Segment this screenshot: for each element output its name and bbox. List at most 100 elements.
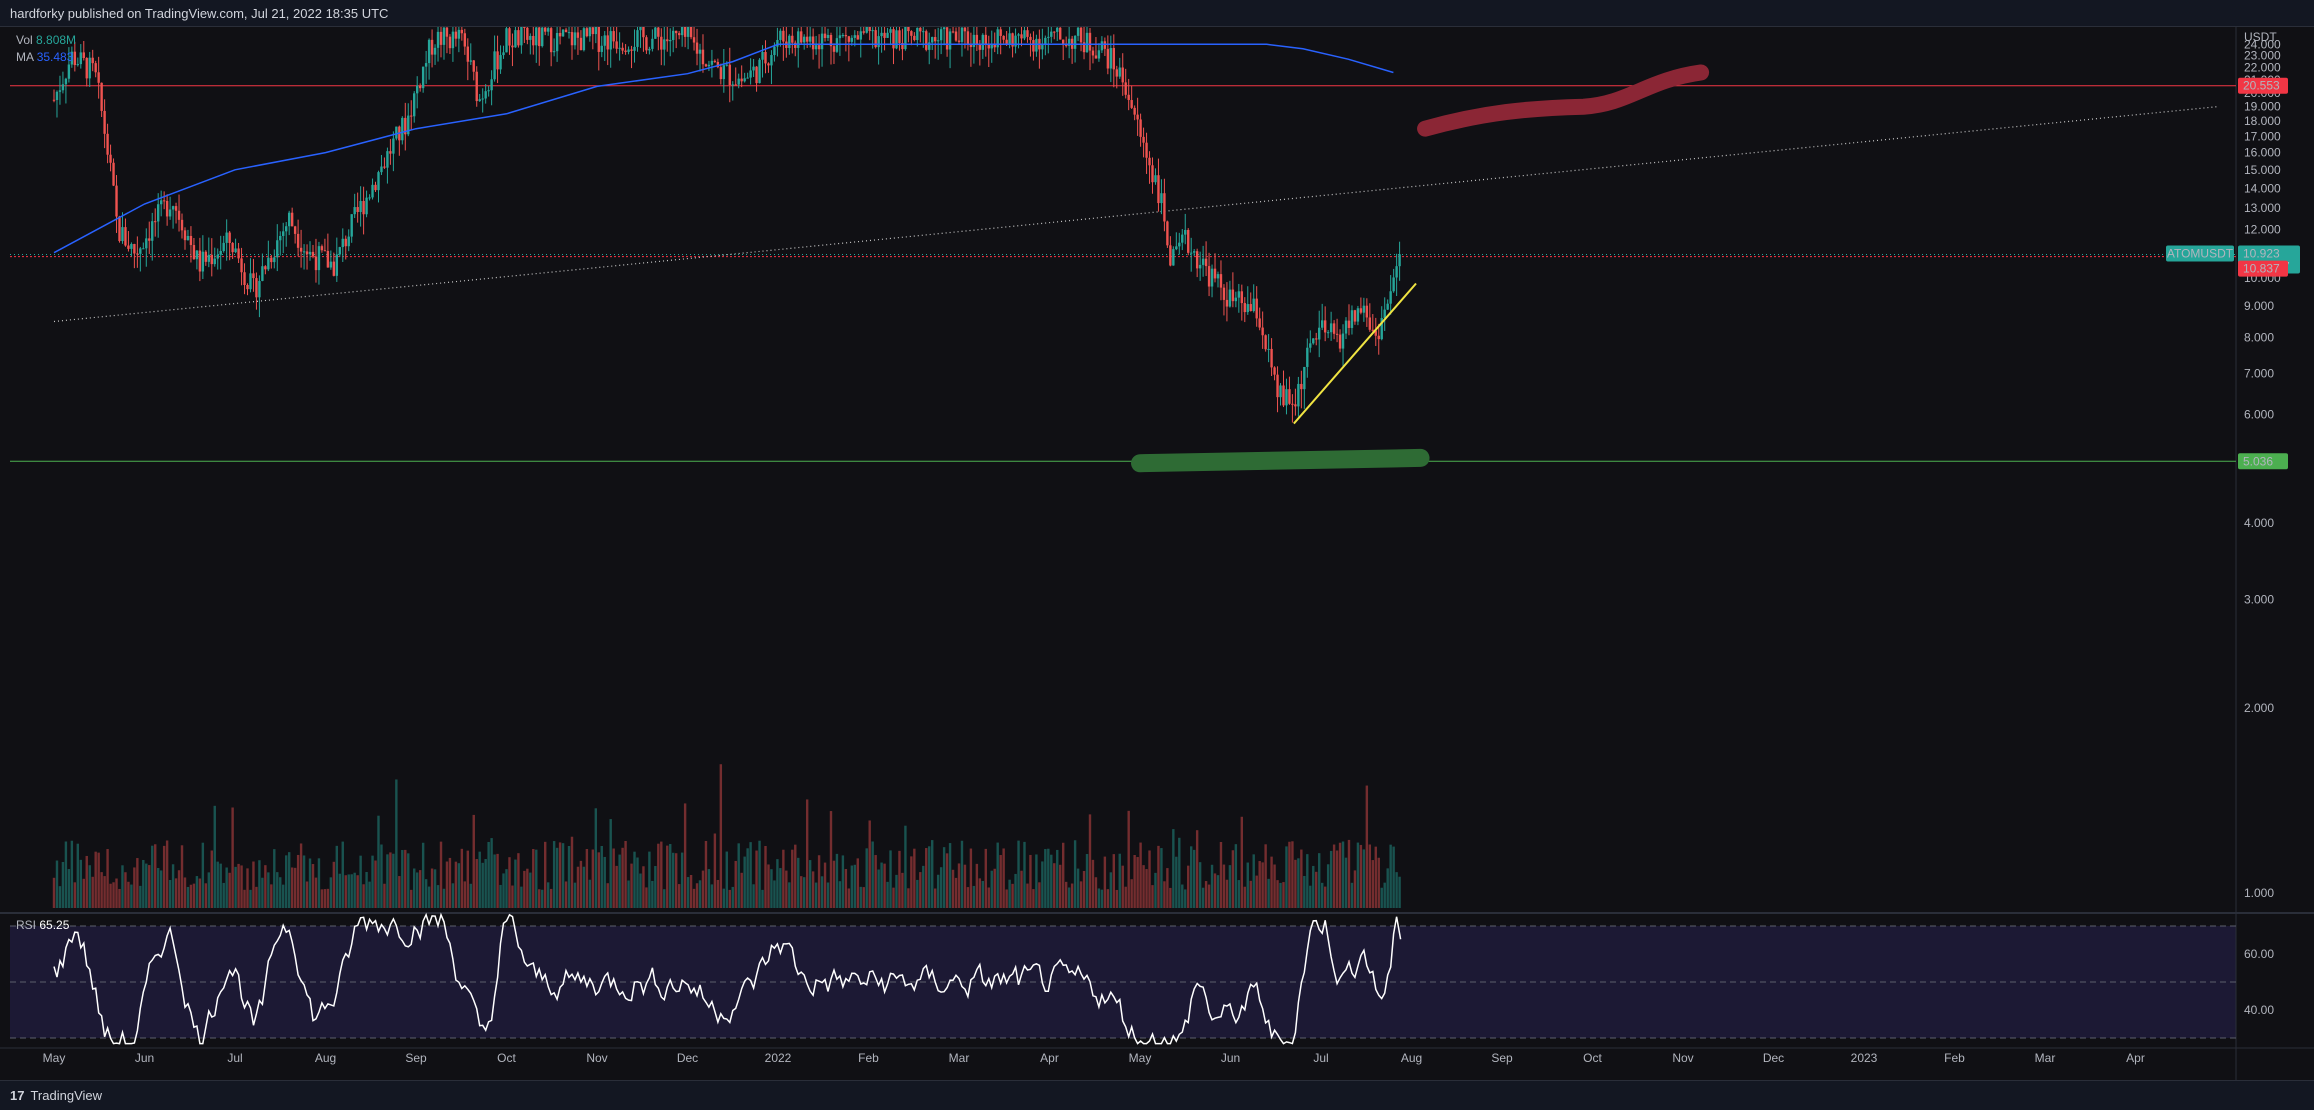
volume-bar bbox=[198, 878, 202, 908]
volume-bar bbox=[91, 876, 94, 908]
volume-bar bbox=[823, 862, 827, 908]
candle-body bbox=[118, 216, 121, 242]
candle-body bbox=[859, 31, 862, 40]
candle-body bbox=[514, 30, 517, 48]
volume-bar bbox=[1383, 882, 1386, 908]
volume-bar bbox=[773, 880, 776, 908]
volume-bar bbox=[1050, 854, 1053, 908]
price-chart[interactable]: USDT1.0002.0003.0004.0005.0006.0007.0008… bbox=[0, 0, 2314, 1080]
candle-body bbox=[1392, 277, 1395, 292]
candle-body bbox=[460, 29, 464, 34]
candle-body bbox=[1267, 348, 1270, 350]
candle-body bbox=[261, 266, 264, 281]
volume-bar bbox=[558, 842, 562, 908]
volume-bar bbox=[740, 872, 743, 908]
candle-body bbox=[1035, 38, 1038, 52]
candle-body bbox=[1234, 297, 1238, 302]
candle-body bbox=[61, 84, 65, 91]
volume-bar bbox=[633, 851, 636, 908]
candle-body bbox=[1079, 27, 1083, 43]
candle-body bbox=[1350, 310, 1354, 328]
candle-body bbox=[1377, 335, 1380, 340]
candle-body bbox=[570, 32, 574, 46]
volume-bar bbox=[1300, 849, 1303, 908]
volume-bar bbox=[984, 848, 987, 908]
volume-bar bbox=[255, 886, 258, 908]
candle-body bbox=[913, 35, 916, 41]
volume-bar bbox=[1335, 850, 1339, 908]
volume-bar bbox=[755, 850, 758, 908]
volume-bar bbox=[293, 867, 297, 908]
volume-bar bbox=[148, 865, 151, 908]
volume-bar bbox=[832, 860, 836, 908]
rsi-label: RSI bbox=[16, 918, 37, 932]
candle-body bbox=[1329, 323, 1333, 333]
volume-bar bbox=[594, 808, 598, 908]
candle-body bbox=[1198, 264, 1202, 269]
volume-bar bbox=[677, 884, 681, 908]
candle-body bbox=[1103, 41, 1107, 49]
volume-bar bbox=[990, 870, 993, 908]
volume-bar bbox=[996, 842, 999, 908]
volume-bar bbox=[606, 883, 609, 908]
candle-body bbox=[725, 64, 728, 66]
candle-body bbox=[55, 91, 59, 101]
candle-body bbox=[109, 154, 112, 163]
candle-body bbox=[1097, 50, 1101, 59]
current-price-text: 10.923 bbox=[2243, 247, 2280, 261]
candle-body bbox=[782, 30, 785, 42]
candle-body bbox=[561, 29, 565, 37]
candle-body bbox=[948, 31, 952, 50]
volume-bar bbox=[493, 854, 496, 908]
volume-bar bbox=[70, 840, 74, 908]
volume-bar bbox=[564, 881, 568, 908]
volume-bar bbox=[1255, 875, 1258, 908]
volume-bar bbox=[841, 855, 845, 908]
candle-body bbox=[457, 29, 461, 39]
volume-bar bbox=[487, 841, 490, 908]
candle-body bbox=[1297, 383, 1300, 407]
candle-body bbox=[1309, 343, 1312, 348]
candle-body bbox=[356, 207, 359, 213]
tradingview-logo[interactable]: 17 TradingView bbox=[10, 1088, 102, 1103]
candle-body bbox=[663, 39, 666, 50]
symbol-badge bbox=[2166, 245, 2234, 262]
candle-body bbox=[127, 245, 130, 249]
candle-body bbox=[987, 44, 990, 49]
volume-bar bbox=[657, 843, 660, 908]
volume-bar bbox=[797, 857, 800, 908]
volume-bar bbox=[1038, 882, 1041, 908]
candle-body bbox=[1398, 254, 1401, 267]
candle-body bbox=[168, 209, 172, 217]
resistance-price-badge-box bbox=[2238, 77, 2288, 94]
candle-body bbox=[576, 32, 580, 38]
candle-body bbox=[666, 39, 669, 42]
volume-bar bbox=[785, 870, 788, 908]
candle-body bbox=[773, 46, 776, 56]
candle-body bbox=[966, 31, 970, 45]
candle-body bbox=[1228, 289, 1232, 307]
volume-bar bbox=[722, 888, 726, 908]
candle-body bbox=[344, 238, 347, 247]
time-tick-label: Feb bbox=[1944, 1051, 1965, 1065]
candle-body bbox=[624, 50, 627, 52]
volume-bar bbox=[1377, 857, 1380, 908]
candle-body bbox=[1282, 385, 1285, 406]
volume-bar bbox=[865, 848, 868, 908]
candle-body bbox=[401, 117, 404, 141]
volume-bar bbox=[213, 805, 216, 908]
volume-bar bbox=[1145, 869, 1148, 908]
candle-body bbox=[145, 238, 148, 249]
candle-body bbox=[285, 226, 288, 232]
volume-bar bbox=[541, 889, 544, 908]
volume-bar bbox=[1076, 868, 1080, 908]
volume-bar bbox=[1350, 882, 1354, 908]
candle-body bbox=[1130, 100, 1133, 108]
volume-bar bbox=[1309, 885, 1312, 908]
volume-bar bbox=[264, 865, 267, 908]
volume-bar bbox=[761, 889, 764, 908]
volume-bar bbox=[1285, 846, 1288, 908]
volume-bar bbox=[975, 863, 979, 908]
volume-bar bbox=[1142, 865, 1145, 908]
price-tick-label: 23.000 bbox=[2244, 49, 2281, 63]
